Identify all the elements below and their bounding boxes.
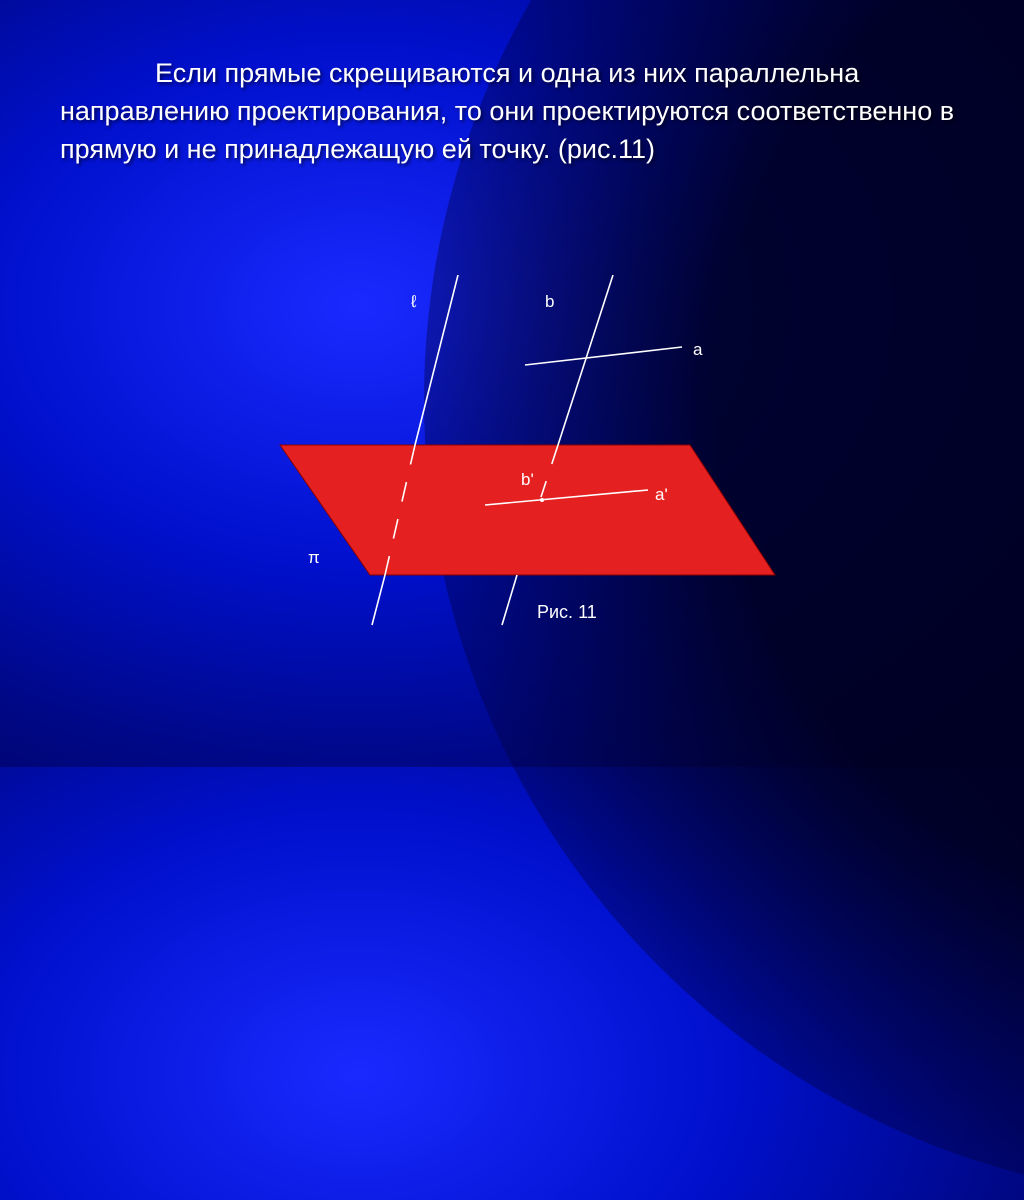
line-l-upper <box>415 275 458 445</box>
projection-plane <box>280 445 775 575</box>
label-b: b <box>545 292 554 311</box>
label-ell: ℓ <box>410 292 417 311</box>
label-b-prime: b' <box>521 470 534 489</box>
figure-caption: Рис. 11 <box>537 602 597 622</box>
line-b-lower <box>502 575 517 625</box>
label-a: a <box>693 340 703 359</box>
line-l-lower <box>372 575 385 625</box>
diagram-svg: ℓ b a b' a' π Рис. 11 <box>235 275 795 645</box>
line-a <box>525 347 682 365</box>
label-pi: π <box>308 548 320 567</box>
label-a-prime: a' <box>655 485 668 504</box>
slide-paragraph: Если прямые скрещиваются и одна из них п… <box>60 55 974 168</box>
point-b-prime <box>540 498 544 502</box>
diagram-figure: ℓ b a b' a' π Рис. 11 <box>235 275 795 645</box>
